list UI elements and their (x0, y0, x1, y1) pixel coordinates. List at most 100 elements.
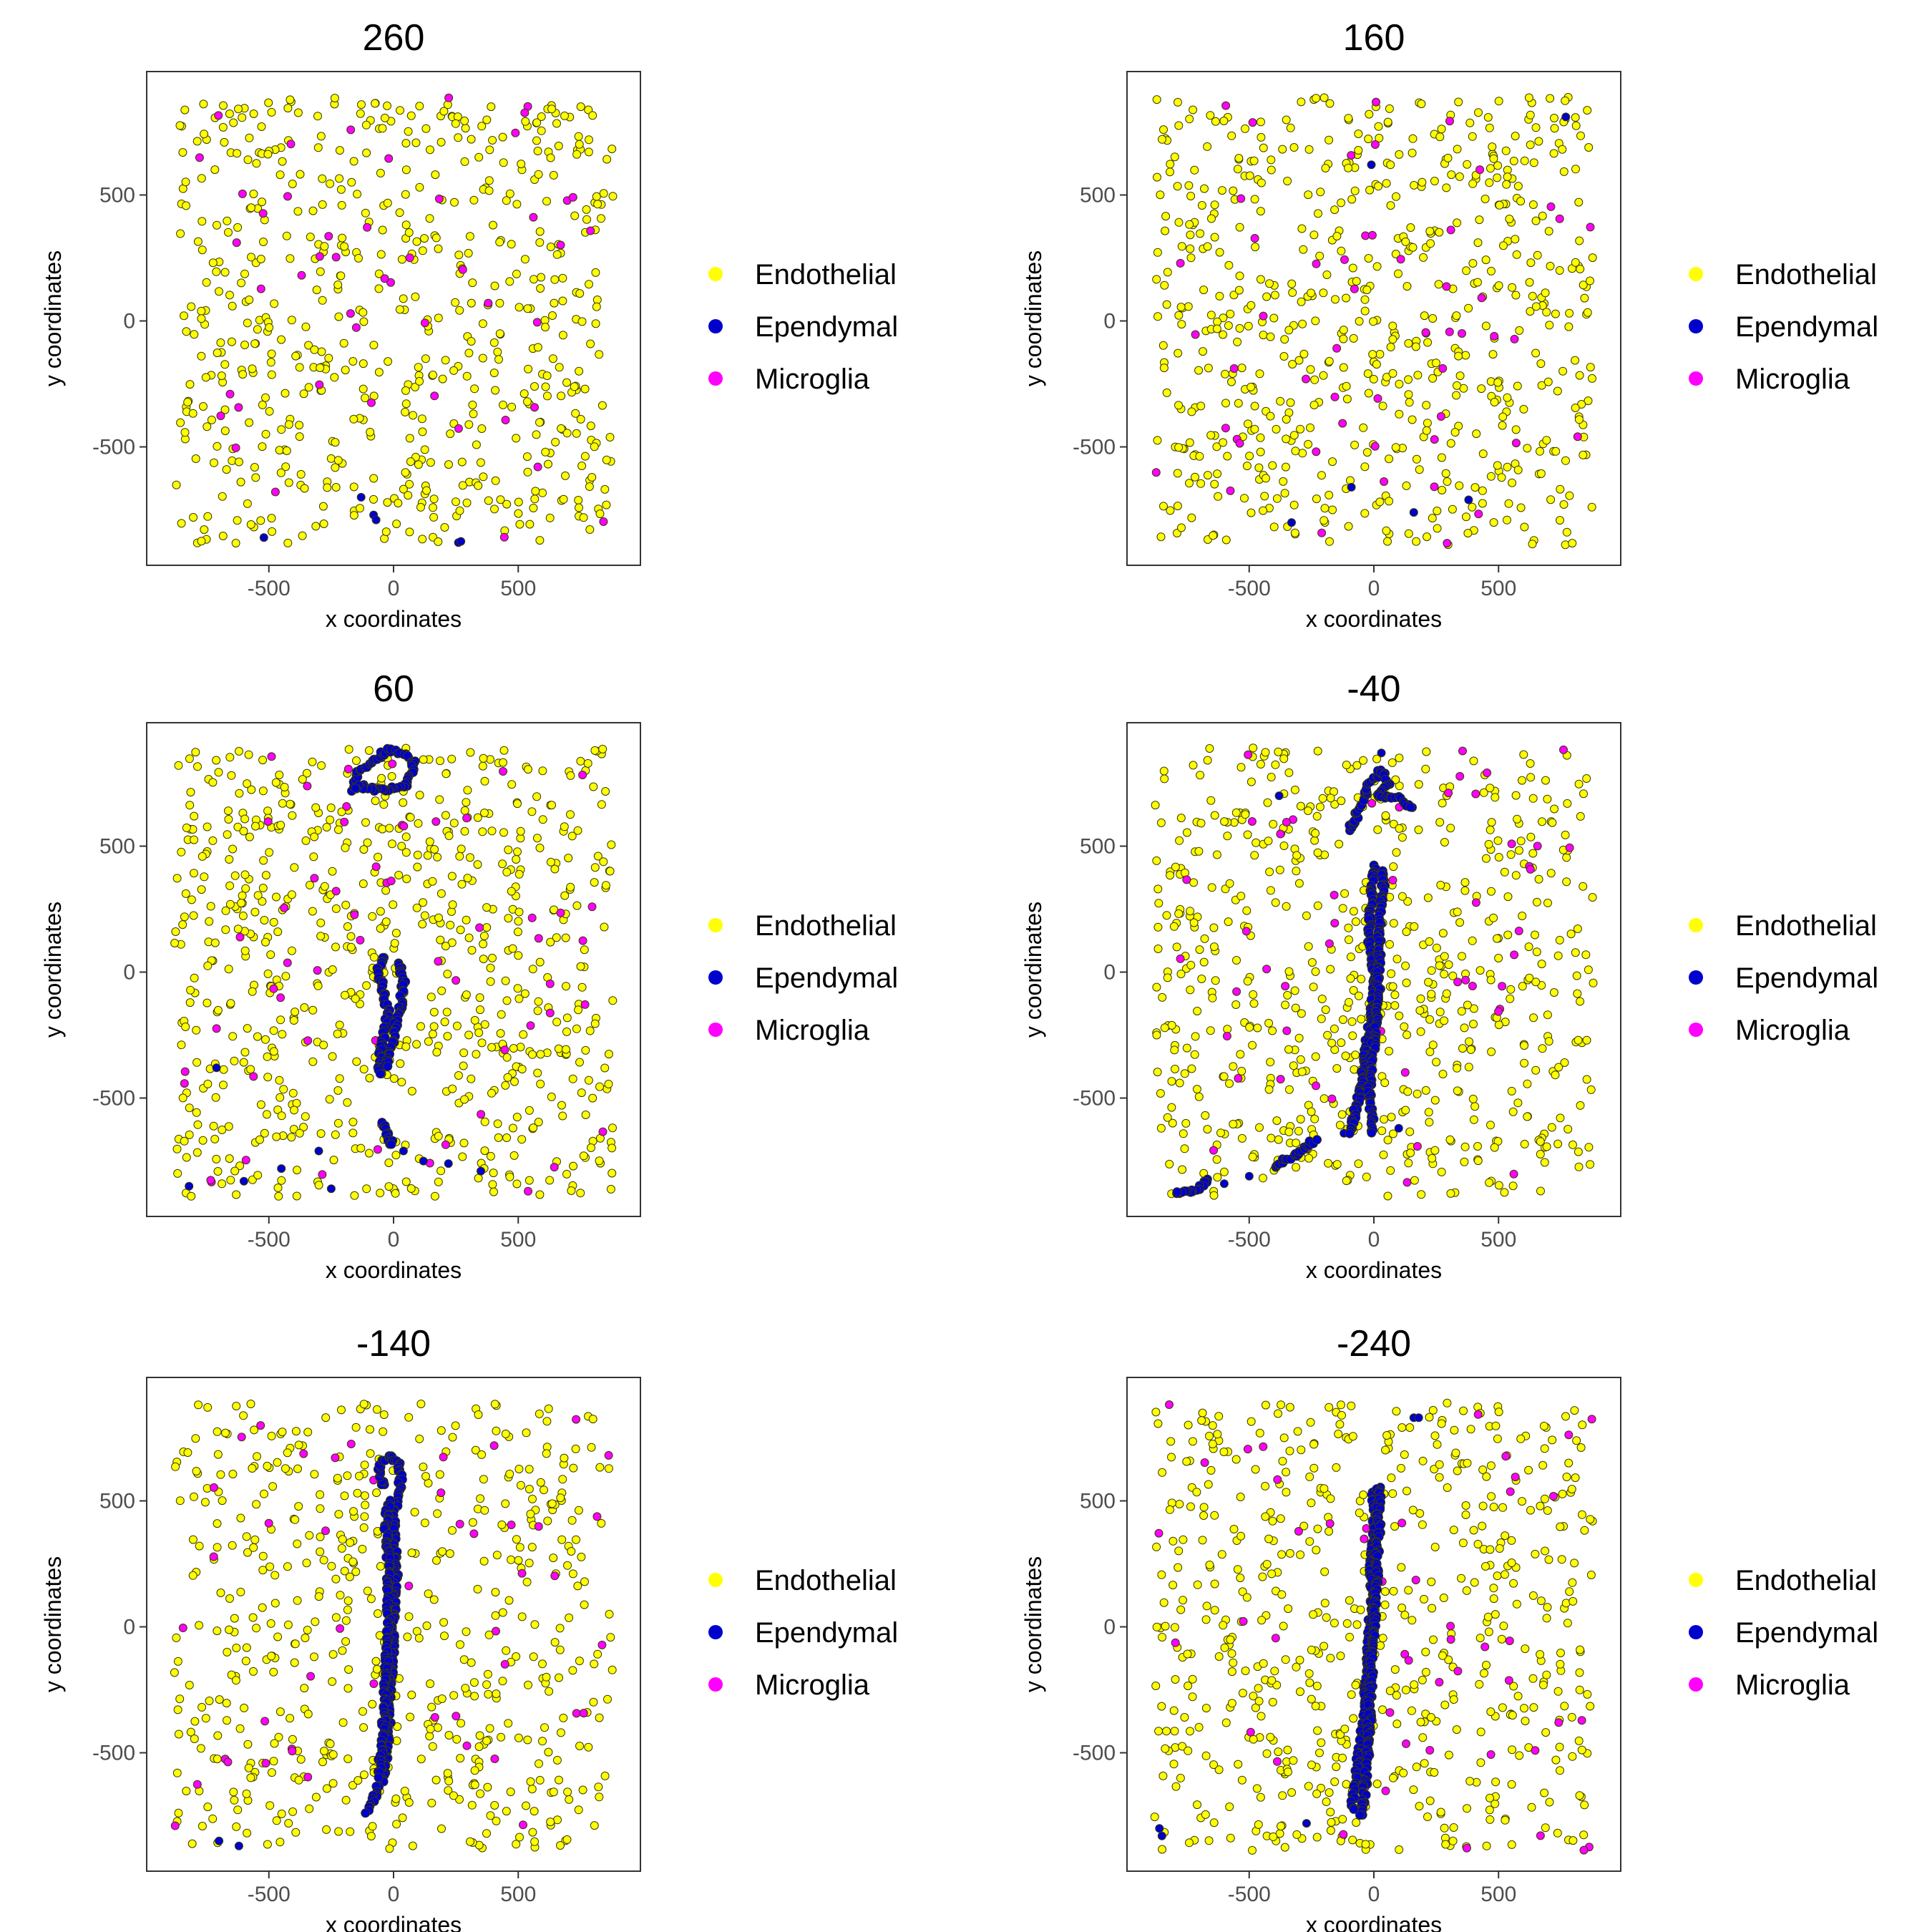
point-endothelial (489, 369, 499, 378)
point-endothelial (1388, 982, 1397, 991)
point-endothelial (220, 268, 230, 277)
point-endothelial (1219, 117, 1229, 125)
point-endothelial (597, 214, 605, 223)
point-endothelial (582, 205, 591, 214)
point-endothelial (1541, 776, 1550, 785)
point-endothelial (470, 384, 479, 394)
point-endothelial (1356, 1605, 1365, 1614)
point-endothelial (380, 113, 389, 122)
point-endothelial (1284, 1085, 1294, 1094)
point-endothelial (1156, 1089, 1165, 1098)
point-endothelial (1233, 1565, 1242, 1574)
point-endothelial (469, 1678, 479, 1687)
point-endothelial (522, 1577, 532, 1586)
point-endothelial (1503, 172, 1512, 182)
point-endothelial (358, 879, 368, 888)
point-endothelial (1553, 386, 1562, 396)
point-endothelial (1352, 761, 1362, 770)
point-endothelial (260, 1489, 268, 1498)
point-endothelial (316, 1532, 325, 1541)
point-endothelial (1326, 1807, 1335, 1817)
point-endothelial (1243, 977, 1252, 986)
point-endothelial (550, 298, 559, 308)
point-endothelial (1262, 1749, 1272, 1758)
point-endothelial (369, 341, 379, 350)
point-endothelial (1465, 1777, 1475, 1786)
point-microglia (1373, 394, 1382, 403)
point-endothelial (235, 1161, 245, 1171)
point-endothelial (1470, 483, 1480, 492)
point-endothelial (476, 1494, 485, 1503)
point-endothelial (1348, 1432, 1357, 1441)
point-endothelial (1348, 1835, 1357, 1845)
point-endothelial (1402, 481, 1411, 490)
point-endothelial (1516, 197, 1526, 206)
point-endothelial (555, 1624, 565, 1633)
point-endothelial (277, 1111, 286, 1121)
point-endothelial (320, 1747, 328, 1755)
point-endothelial (1420, 311, 1429, 321)
point-endothelial (1282, 902, 1291, 911)
point-endothelial (1511, 871, 1521, 880)
point-endothelial (1342, 1780, 1351, 1789)
point-endothelial (426, 1724, 435, 1734)
point-microglia (192, 1780, 202, 1789)
point-endothelial (177, 1040, 186, 1050)
point-microglia (1494, 1007, 1503, 1016)
point-endothelial (1420, 1594, 1428, 1604)
point-endothelial (1174, 311, 1184, 320)
point-endothelial (545, 1687, 554, 1696)
point-microglia (1312, 447, 1321, 457)
point-endothelial (586, 421, 595, 431)
point-endothelial (605, 867, 615, 876)
point-endothelial (1511, 235, 1520, 244)
point-endothelial (383, 198, 392, 208)
point-endothelial (460, 1095, 469, 1104)
point-endothelial (1298, 319, 1307, 328)
point-endothelial (1279, 1433, 1289, 1443)
point-endothelial (1184, 1682, 1193, 1690)
point-endothelial (1210, 1606, 1219, 1615)
point-endothelial (1157, 1702, 1166, 1711)
point-endothelial (192, 1148, 202, 1157)
point-endothelial (1383, 117, 1392, 127)
point-endothelial (238, 113, 247, 122)
point-endothelial (392, 1820, 401, 1829)
point-endothelial (1385, 1047, 1394, 1055)
point-endothelial (1407, 1706, 1416, 1715)
point-endothelial (513, 847, 522, 857)
point-endothelial (572, 1535, 580, 1544)
point-endothelial (1187, 407, 1196, 416)
point-endothelial (521, 117, 530, 126)
point-endothelial (401, 139, 411, 148)
point-endothelial (1385, 940, 1394, 949)
point-endothelial (496, 495, 505, 504)
point-endothelial (1220, 1643, 1229, 1652)
point-endothelial (595, 1156, 604, 1166)
point-endothelial (1238, 1689, 1247, 1698)
point-endothelial (1362, 1172, 1371, 1181)
point-endothelial (480, 1146, 489, 1156)
point-endothelial (1289, 1756, 1298, 1765)
point-endothelial (404, 1798, 414, 1807)
point-endothelial (1395, 150, 1404, 159)
point-endothelial (554, 1044, 563, 1053)
point-endothelial (1463, 1804, 1471, 1813)
point-endothelial (391, 1189, 400, 1198)
point-endothelial (429, 1008, 439, 1017)
point-endothelial (1208, 1421, 1217, 1430)
point-endothelial (1571, 356, 1580, 365)
point-endothelial (595, 1082, 604, 1091)
point-endothelial (219, 101, 228, 110)
point-endothelial (1392, 1407, 1401, 1416)
point-endothelial (1204, 1836, 1214, 1845)
point-endothelial (1229, 186, 1238, 195)
point-endothelial (188, 409, 197, 418)
point-endothelial (1297, 1009, 1306, 1018)
point-endothelial (427, 1798, 436, 1807)
point-endothelial (1574, 1035, 1583, 1045)
point-endothelial (1306, 365, 1315, 374)
point-endothelial (236, 1513, 245, 1523)
legend-label-endothelial: Endothelial (755, 1565, 897, 1596)
